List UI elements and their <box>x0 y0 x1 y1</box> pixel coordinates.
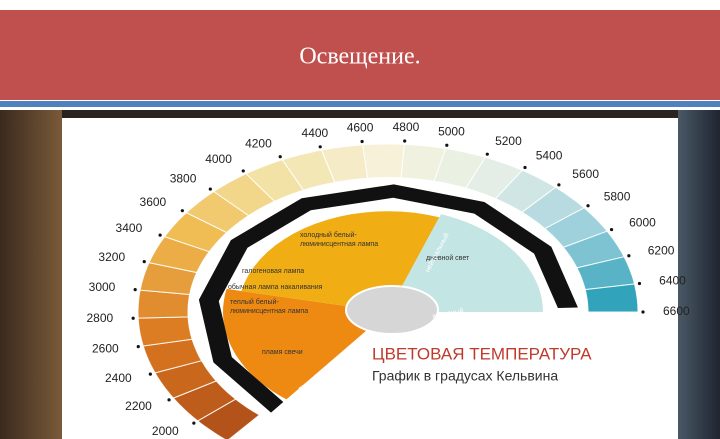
scale-dot <box>158 233 162 237</box>
scale-dot <box>208 187 212 191</box>
scale-label: 3000 <box>89 280 116 294</box>
slide-title: Освещение. <box>299 44 420 70</box>
scale-label: 4400 <box>302 126 329 140</box>
scale-label: 5200 <box>495 134 522 148</box>
scale-label: 5600 <box>572 167 599 181</box>
scale-dot <box>609 227 614 232</box>
scale-dot <box>133 288 137 292</box>
scale-label: 5800 <box>604 190 631 204</box>
source-label: люминисцентная лампа <box>230 308 308 315</box>
scale-label: 3200 <box>98 250 125 264</box>
scale-label: 4800 <box>393 120 420 134</box>
scale-label: 4600 <box>347 120 374 134</box>
source-label: теплый белый- <box>230 298 279 306</box>
scale-label: 3800 <box>170 172 197 186</box>
scale-dot <box>445 143 449 147</box>
scale-dot <box>360 139 364 144</box>
scale-label: 6200 <box>648 243 675 257</box>
scale-dot <box>241 169 245 173</box>
diagram-title: ЦВЕТОВАЯ ТЕМПЕРАТУРА <box>372 344 592 363</box>
scale-label: 6600 <box>663 304 690 318</box>
scale-label: 2400 <box>105 371 132 385</box>
scale-dot <box>403 139 407 143</box>
scale-dot <box>318 145 322 149</box>
scale-label: 2800 <box>86 311 113 325</box>
scale-dot <box>485 152 489 156</box>
scale-label: 5400 <box>536 148 563 162</box>
scale-label: 5000 <box>438 124 465 138</box>
cold-sector <box>388 214 543 312</box>
scale-dot <box>627 254 631 258</box>
ring-segment <box>584 283 639 313</box>
title-bar <box>0 10 720 100</box>
scale-dot <box>192 421 196 425</box>
scale-dot <box>148 372 152 376</box>
center-disc <box>345 285 439 335</box>
scale-label: 2200 <box>125 399 152 413</box>
source-label: дневной свет <box>426 254 470 262</box>
diagram-subtitle: График в градусах Кельвина <box>372 368 558 384</box>
scale-label: 6000 <box>629 215 656 229</box>
scale-label: 4200 <box>245 137 272 151</box>
source-label: холодный белый- <box>300 231 358 239</box>
ring-segment <box>362 143 405 179</box>
photo-left <box>0 110 62 439</box>
scale-label: 3400 <box>116 221 143 235</box>
scale-dot <box>136 345 140 349</box>
scale-label: 6400 <box>659 273 686 287</box>
scale-dot <box>278 155 282 159</box>
gauge: 1800200022002400260028003000320034003600… <box>86 120 690 439</box>
scale-dot <box>637 281 642 286</box>
photo-right <box>678 110 720 439</box>
source-label: пламя свечи <box>262 349 303 356</box>
source-label: обычная лампа накаливания <box>228 283 323 291</box>
scale-label: 2000 <box>152 424 179 438</box>
scale-label: 3600 <box>140 195 167 209</box>
scale-dot <box>586 204 590 208</box>
scale-dot <box>523 165 527 170</box>
source-label: галогеновая лампа <box>242 268 304 275</box>
scale-label: 2600 <box>92 342 119 356</box>
scale-dot <box>167 398 171 402</box>
scale-dot <box>641 310 645 314</box>
scale-dot <box>557 183 561 187</box>
source-label: люминисцентная лампа <box>300 241 378 248</box>
scale-dot <box>142 260 146 264</box>
scale-label: 4000 <box>205 152 232 166</box>
scale-dot <box>180 209 184 213</box>
scale-dot <box>131 316 135 320</box>
divider <box>0 101 720 107</box>
